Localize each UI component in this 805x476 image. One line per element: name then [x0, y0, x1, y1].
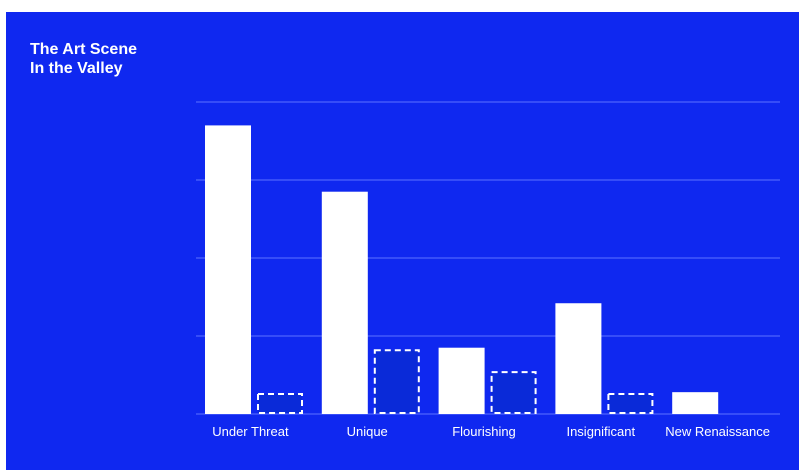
grid-lines — [196, 101, 780, 415]
chart-title-line-1: The Art Scene — [30, 41, 137, 58]
x-tick-labels: Under Threat Unique Flourishing Insignifica… — [212, 424, 770, 439]
bars — [205, 125, 719, 415]
bar-insignificant-series-1 — [555, 303, 602, 414]
x-tick-label: Under Threat — [212, 424, 289, 439]
bar-new-renaissance-series-1 — [672, 392, 719, 414]
bar-flourishing-series-1 — [438, 347, 485, 414]
bar-flourishing-series-2 — [490, 371, 537, 415]
bar-unique-series-1 — [321, 191, 368, 414]
bar-under-threat-series-1 — [205, 125, 251, 415]
chart-title-line-2: In the Valley — [30, 60, 123, 77]
x-tick-label: Insignificant — [566, 424, 635, 439]
x-tick-label: Unique — [347, 424, 388, 439]
bar-insignificant-series-2 — [607, 392, 654, 415]
chart-title: The Art Scene In the Valley — [30, 40, 137, 78]
bar-unique-series-2 — [373, 349, 420, 415]
x-tick-label: New Renaissance — [665, 424, 770, 439]
x-tick-label: Flourishing — [452, 424, 516, 439]
bar-under-threat-series-2 — [257, 392, 303, 415]
